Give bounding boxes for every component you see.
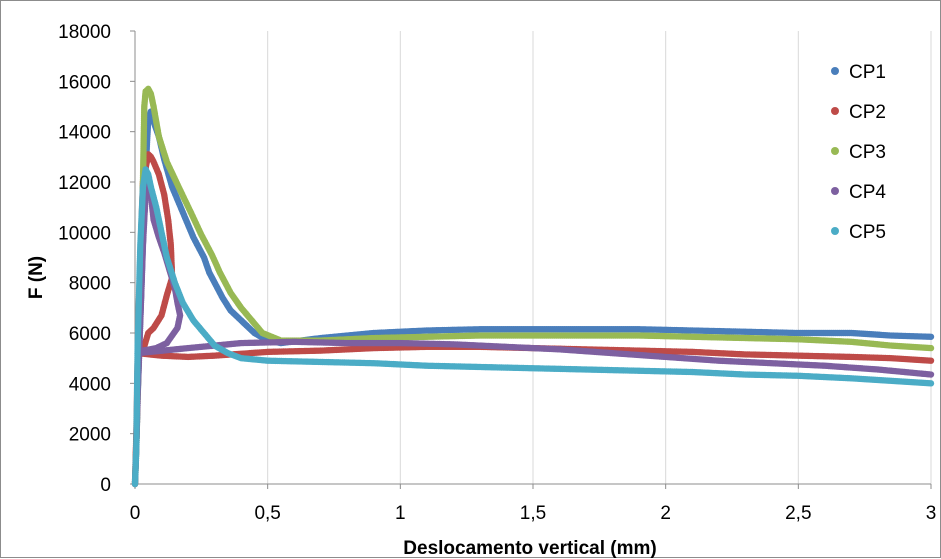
y-tick-label: 6000 xyxy=(69,324,111,345)
y-axis-title: F (N) xyxy=(26,256,47,299)
legend-marker xyxy=(831,107,839,115)
legend-label: CP4 xyxy=(849,182,886,203)
data-point xyxy=(927,357,935,364)
data-point xyxy=(927,380,935,387)
x-tick-label: 3 xyxy=(926,503,937,524)
x-tick-label: 0 xyxy=(130,503,141,524)
legend-label: CP3 xyxy=(849,142,886,163)
legend-item-cp1: CP1 xyxy=(831,62,886,83)
legend-label: CP5 xyxy=(849,222,886,243)
legend-item-cp5: CP5 xyxy=(831,222,886,243)
x-tick-labels: 0 0,5 1 1,5 2 2,5 3 xyxy=(130,484,937,524)
y-tick-label: 8000 xyxy=(69,274,111,295)
x-tick-label: 2,5 xyxy=(785,503,811,524)
data-point xyxy=(927,344,935,352)
series-layer xyxy=(131,85,935,488)
legend: CP1 CP2 CP3 CP4 CP5 xyxy=(831,62,886,243)
data-point xyxy=(927,333,935,340)
x-tick-label: 0,5 xyxy=(254,503,280,524)
y-tick-label: 12000 xyxy=(58,173,111,194)
series-cp5 xyxy=(131,166,935,488)
x-tick-label: 2 xyxy=(660,503,671,524)
legend-item-cp3: CP3 xyxy=(831,142,886,163)
y-tick-label: 14000 xyxy=(58,123,111,144)
x-tick-label: 1 xyxy=(395,503,406,524)
legend-marker xyxy=(831,147,839,155)
legend-item-cp2: CP2 xyxy=(831,102,886,123)
legend-marker xyxy=(831,187,839,195)
x-axis-title: Deslocamento vertical (mm) xyxy=(403,538,656,559)
y-tick-label: 2000 xyxy=(69,425,111,446)
legend-marker xyxy=(831,227,839,235)
grid-layer xyxy=(267,31,932,484)
x-tick-label: 1,5 xyxy=(520,503,546,524)
y-tick-labels: 0 2000 4000 6000 8000 10000 12000 14000 16000 180… xyxy=(58,22,135,496)
legend-marker xyxy=(831,67,839,75)
legend-label: CP2 xyxy=(849,102,886,123)
y-tick-label: 10000 xyxy=(58,223,111,244)
y-tick-label: 16000 xyxy=(58,72,111,93)
legend-label: CP1 xyxy=(849,62,886,83)
data-point xyxy=(927,371,935,378)
y-tick-label: 0 xyxy=(100,475,111,496)
y-tick-label: 4000 xyxy=(69,374,111,395)
y-tick-label: 18000 xyxy=(58,22,111,43)
legend-item-cp4: CP4 xyxy=(831,182,886,203)
